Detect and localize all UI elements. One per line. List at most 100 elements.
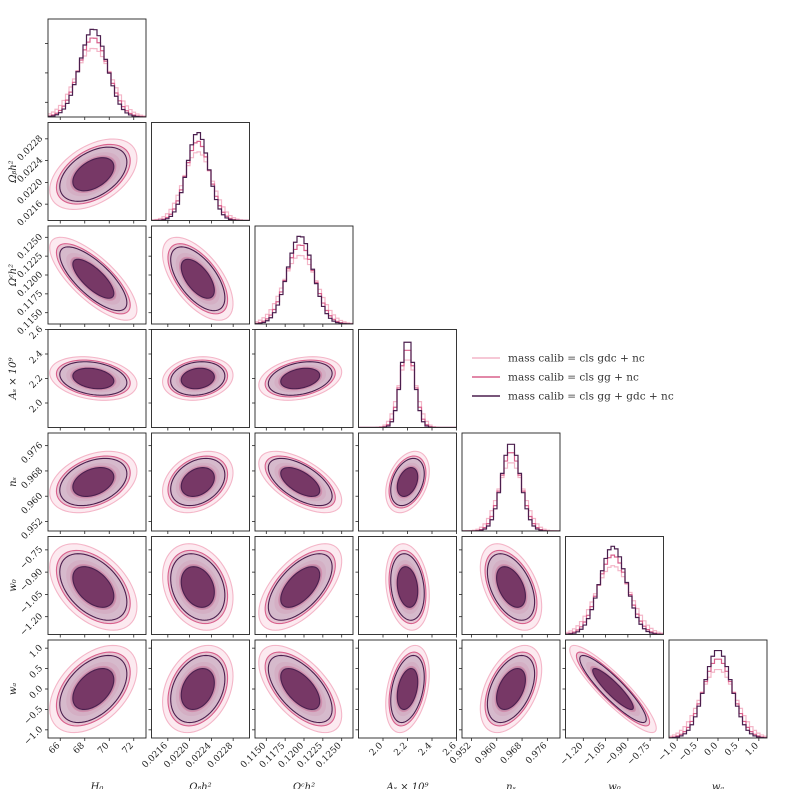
hist-series-1	[358, 349, 457, 428]
panel-wa-As	[355, 639, 457, 741]
y-tick-label: 0.976	[20, 441, 45, 466]
contour-series-2-level-1	[180, 467, 215, 497]
y-tick-label: −0.90	[19, 567, 46, 594]
hist-series-0	[565, 565, 664, 635]
x-axis-label-As: Aₛ × 10⁹	[385, 782, 428, 789]
hist-series-2	[565, 545, 664, 635]
panel-wa-w0	[562, 639, 664, 741]
panel-As-och2	[252, 329, 354, 431]
y-tick-label: 0.952	[20, 517, 45, 542]
panel-frame	[47, 18, 147, 118]
y-tick-label: 1.0	[28, 643, 45, 660]
contour-series-2-level-1	[280, 367, 321, 390]
x-tick-label: 2.0	[368, 741, 385, 758]
legend: mass calib = cls gdc + nc mass calib = cl…	[472, 353, 674, 403]
y-tick-label: −1.20	[19, 612, 46, 639]
y-axis-label-wa: wₐ	[8, 683, 19, 696]
panel-ns-ns	[461, 432, 561, 534]
hist-series-2	[358, 341, 457, 428]
panel-w0-obh2	[148, 536, 250, 638]
contour-series-2-level-1	[396, 566, 419, 608]
panel-wa-H0	[45, 639, 147, 741]
y-tick-label: 2.4	[28, 349, 45, 366]
hist-series-2	[48, 28, 146, 117]
panel-frame	[47, 536, 147, 635]
panel-frame	[358, 329, 457, 428]
panel-frame	[151, 122, 250, 221]
contour-series-2-level-1	[72, 667, 115, 711]
panel-frame	[461, 536, 561, 635]
contour-series-2-level-1	[592, 667, 634, 711]
panel-w0-As	[355, 536, 457, 638]
panel-frame	[151, 432, 250, 532]
contour-series-2-level-1	[396, 667, 419, 711]
y-axis-labels: 0.02160.02200.02240.02280.11500.11750.12…	[8, 134, 45, 748]
contour-series-2-level-1	[496, 566, 526, 608]
panel-och2-obh2	[148, 225, 250, 327]
x-axis-label-H0: H₀	[90, 782, 104, 789]
x-axis-label-och2: Ωᶜh²	[292, 782, 315, 789]
panel-frame	[47, 122, 147, 221]
hist-series-0	[669, 668, 767, 738]
x-tick-label: −1.20	[559, 741, 586, 768]
contour-series-2-level-1	[180, 258, 215, 299]
x-axis-label-wa: wₐ	[712, 782, 725, 789]
panel-och2-H0	[45, 225, 147, 327]
panel-ns-obh2	[148, 432, 250, 534]
y-tick-label: −1.05	[19, 589, 46, 616]
hist-series-2	[669, 649, 767, 738]
x-tick-label: 66	[47, 741, 62, 756]
panel-w0-H0	[45, 536, 147, 638]
x-tick-label: −0.75	[626, 741, 653, 768]
legend-label-1: mass calib = cls gg + nc	[508, 372, 639, 384]
x-tick-label: −1.05	[581, 741, 608, 768]
x-axis-label-w0: w₀	[608, 782, 621, 789]
hist-series-2	[462, 443, 560, 531]
x-tick-label: 0.960	[474, 741, 499, 766]
contour-series-2-level-1	[180, 566, 215, 608]
y-tick-label: −0.5	[23, 704, 46, 727]
x-tick-label: 0.968	[499, 741, 524, 766]
contour-series-2-level-1	[280, 667, 321, 711]
panel-As-As	[358, 329, 457, 431]
panel-ns-och2	[252, 432, 354, 534]
y-axis-label-och2: Ωᶜh²	[8, 264, 19, 287]
x-tick-label: −1.0	[657, 741, 680, 764]
panel-frame	[565, 536, 664, 635]
y-axis-label-As: Aₛ × 10⁹	[8, 357, 19, 400]
x-tick-label: 68	[72, 741, 87, 756]
panels-group	[45, 18, 768, 741]
panel-w0-och2	[252, 536, 354, 638]
panel-H0-H0	[45, 18, 147, 120]
hist-series-1	[669, 658, 767, 738]
panel-obh2-H0	[45, 122, 147, 224]
contour-series-2-level-1	[280, 467, 321, 497]
panel-ns-As	[355, 432, 457, 534]
panel-och2-och2	[254, 225, 354, 327]
contour-series-2-level-1	[72, 566, 115, 608]
x-tick-label: −0.90	[603, 741, 630, 768]
hist-series-1	[255, 244, 353, 324]
panel-w0-ns	[459, 536, 561, 638]
y-tick-label: 0.968	[20, 466, 45, 491]
panel-frame	[151, 536, 250, 635]
panel-wa-wa	[668, 639, 768, 741]
contour-series-2-level-1	[496, 667, 526, 711]
x-tick-label: 2.4	[417, 741, 434, 758]
x-tick-label: 0.5	[723, 741, 740, 758]
panel-wa-obh2	[148, 639, 250, 741]
contour-series-2-level-1	[396, 467, 419, 497]
panel-frame	[668, 639, 768, 739]
contour-series-2-level-1	[72, 157, 115, 192]
hist-series-1	[48, 37, 146, 117]
hist-series-1	[462, 452, 560, 531]
y-axis-label-ns: nₛ	[8, 477, 19, 487]
hist-series-0	[48, 47, 146, 117]
x-tick-label: 72	[121, 741, 136, 756]
y-tick-label: −0.75	[19, 545, 46, 572]
panel-As-H0	[45, 329, 147, 431]
x-tick-label: 70	[96, 741, 111, 756]
panel-frame	[47, 432, 147, 532]
